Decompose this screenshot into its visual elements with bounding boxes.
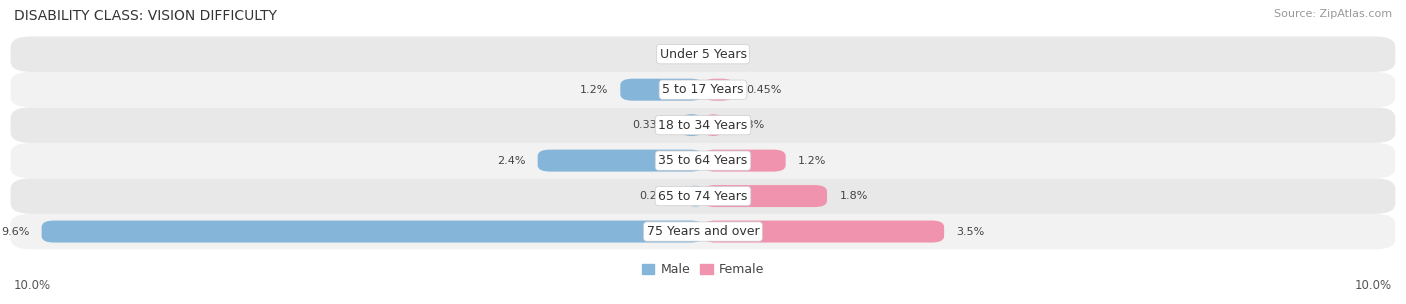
Text: 0.0%: 0.0% bbox=[662, 49, 690, 59]
Text: 0.45%: 0.45% bbox=[747, 85, 782, 95]
FancyBboxPatch shape bbox=[42, 221, 703, 243]
FancyBboxPatch shape bbox=[11, 178, 1395, 214]
FancyBboxPatch shape bbox=[11, 214, 1395, 249]
FancyBboxPatch shape bbox=[703, 114, 724, 136]
FancyBboxPatch shape bbox=[11, 107, 1395, 143]
FancyBboxPatch shape bbox=[11, 72, 1395, 107]
FancyBboxPatch shape bbox=[620, 79, 703, 101]
FancyBboxPatch shape bbox=[11, 143, 1395, 178]
FancyBboxPatch shape bbox=[703, 79, 734, 101]
FancyBboxPatch shape bbox=[537, 150, 703, 171]
Text: 1.8%: 1.8% bbox=[839, 191, 868, 201]
Text: 0.33%: 0.33% bbox=[633, 120, 668, 130]
Text: Source: ZipAtlas.com: Source: ZipAtlas.com bbox=[1274, 9, 1392, 19]
Legend: Male, Female: Male, Female bbox=[637, 258, 769, 281]
FancyBboxPatch shape bbox=[703, 150, 786, 171]
Text: 0.23%: 0.23% bbox=[640, 191, 675, 201]
Text: 0.3%: 0.3% bbox=[737, 120, 765, 130]
Text: 0.0%: 0.0% bbox=[716, 49, 744, 59]
Text: 75 Years and over: 75 Years and over bbox=[647, 225, 759, 238]
FancyBboxPatch shape bbox=[703, 221, 945, 243]
Text: 5 to 17 Years: 5 to 17 Years bbox=[662, 83, 744, 96]
Text: 9.6%: 9.6% bbox=[1, 226, 30, 237]
Text: 10.0%: 10.0% bbox=[1355, 279, 1392, 292]
Text: DISABILITY CLASS: VISION DIFFICULTY: DISABILITY CLASS: VISION DIFFICULTY bbox=[14, 9, 277, 23]
Text: 10.0%: 10.0% bbox=[14, 279, 51, 292]
Text: 1.2%: 1.2% bbox=[799, 156, 827, 166]
Text: 35 to 64 Years: 35 to 64 Years bbox=[658, 154, 748, 167]
Text: 3.5%: 3.5% bbox=[956, 226, 984, 237]
Text: 2.4%: 2.4% bbox=[496, 156, 526, 166]
FancyBboxPatch shape bbox=[688, 185, 703, 207]
FancyBboxPatch shape bbox=[11, 36, 1395, 72]
Text: 1.2%: 1.2% bbox=[579, 85, 607, 95]
FancyBboxPatch shape bbox=[681, 114, 703, 136]
FancyBboxPatch shape bbox=[703, 185, 827, 207]
Text: 65 to 74 Years: 65 to 74 Years bbox=[658, 190, 748, 202]
Text: 18 to 34 Years: 18 to 34 Years bbox=[658, 119, 748, 132]
Text: Under 5 Years: Under 5 Years bbox=[659, 48, 747, 61]
